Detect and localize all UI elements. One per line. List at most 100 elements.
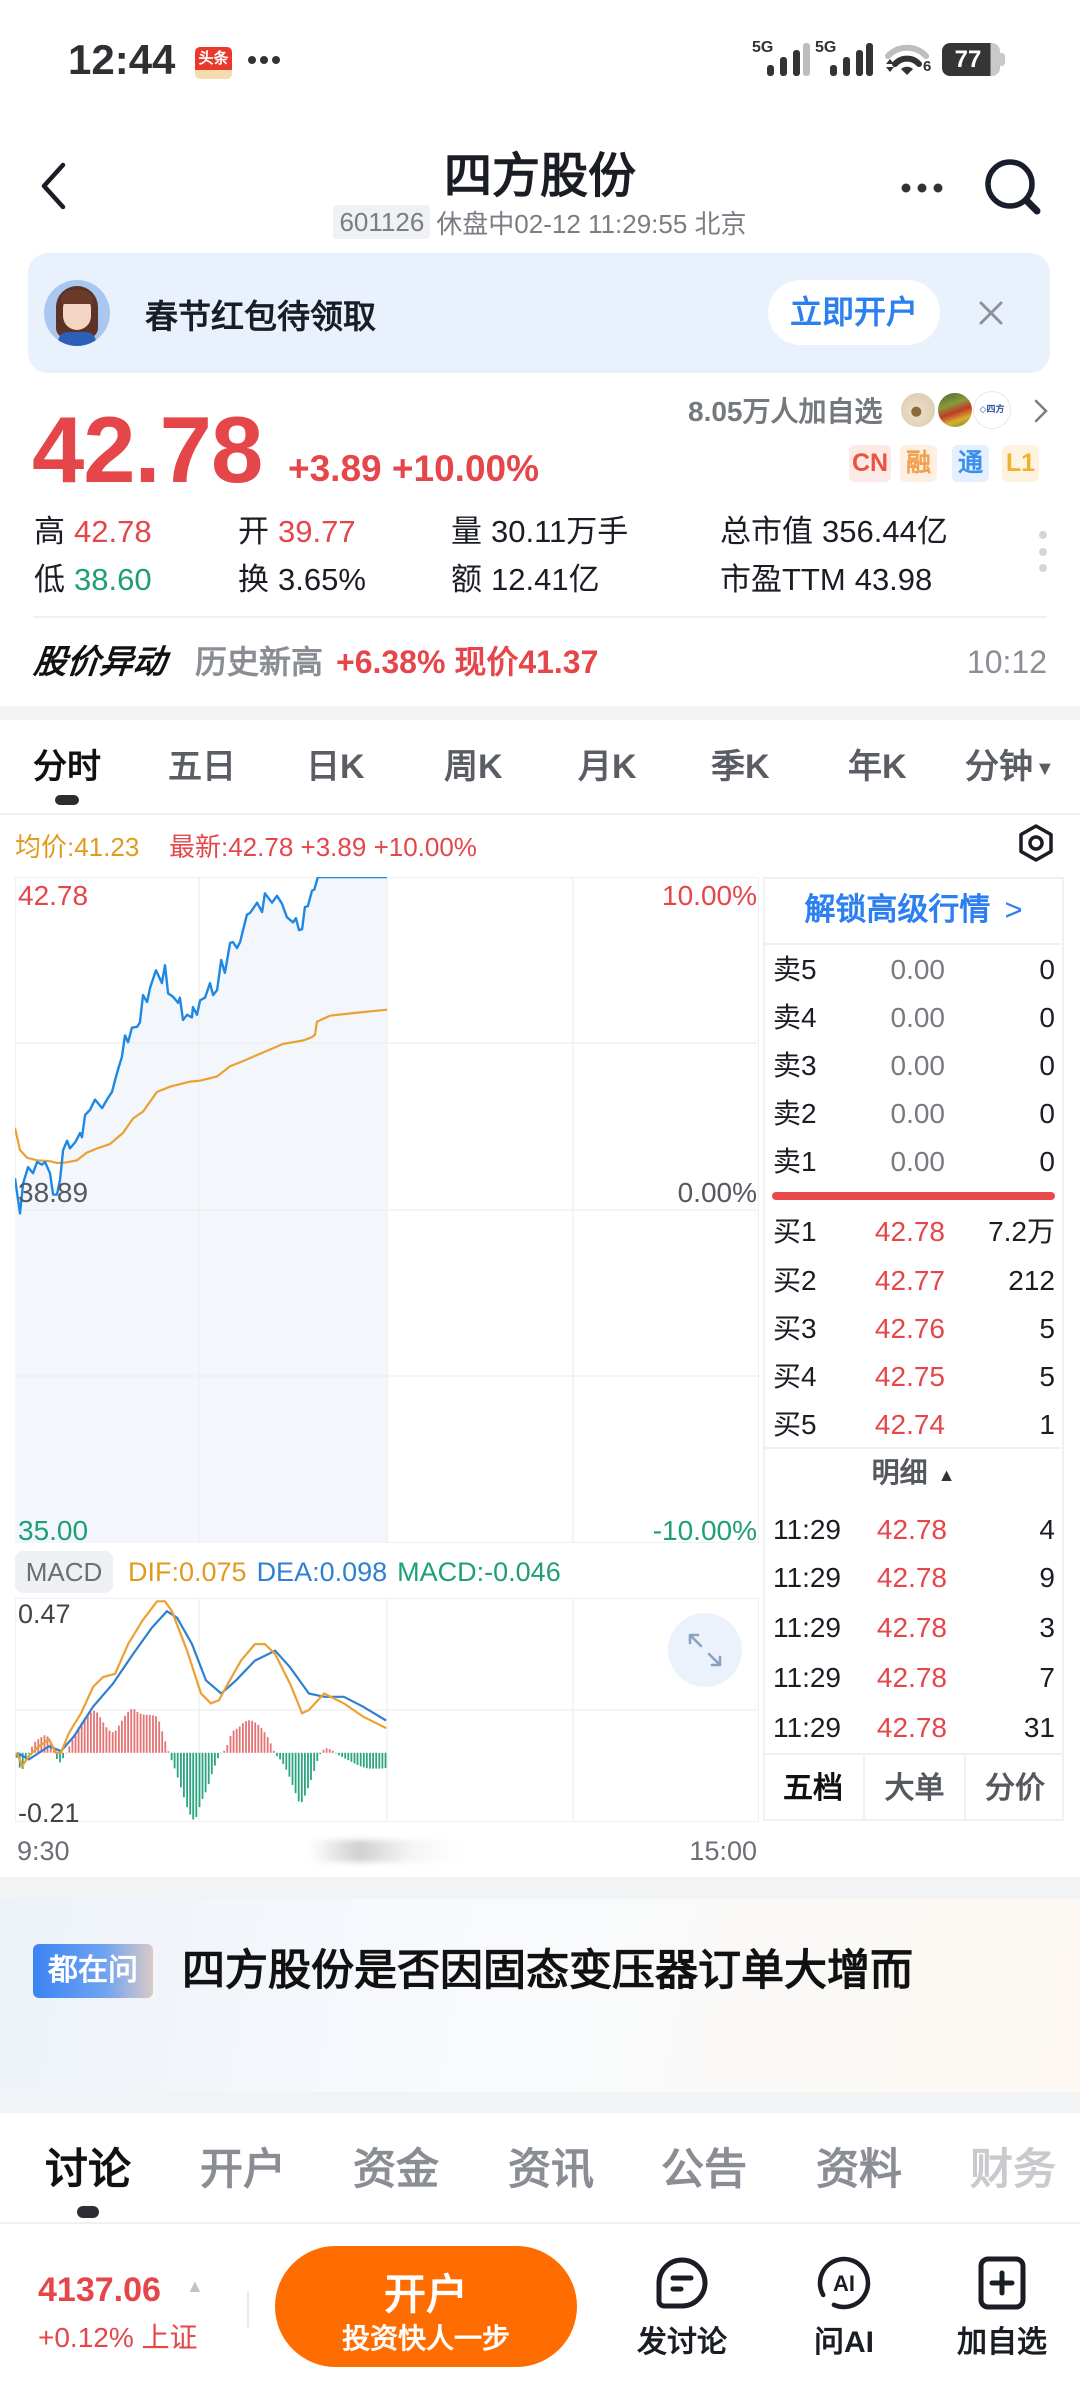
tab-profile[interactable]: 资料 <box>816 2146 902 2194</box>
ask-row: 卖5 0.00 0 <box>773 954 1055 985</box>
follower-avatar-2[interactable] <box>936 391 974 429</box>
section-gap <box>0 1877 1080 1899</box>
axis-label-high-pct: 10.00% <box>662 880 757 911</box>
stat-volume: 量 30.11万手 <box>451 514 629 549</box>
cta-title[interactable]: 开户 <box>383 2271 468 2318</box>
ask-row: 卖1 0.00 0 <box>773 1146 1055 1177</box>
macd-chart[interactable] <box>15 1598 759 1822</box>
divider <box>247 2292 249 2328</box>
search-icon[interactable] <box>982 156 1044 218</box>
macd-dea: DEA:0.098 <box>256 1557 388 1587</box>
stock-code[interactable]: 601126 <box>333 205 431 239</box>
price-alert-title: 股价异动 <box>32 643 168 680</box>
tab-minute-dropdown[interactable]: 分钟 ▼ <box>965 748 1055 786</box>
company-logo-avatar[interactable]: ◇四方 <box>973 391 1011 429</box>
tab-financials[interactable]: 财务 <box>970 2146 1056 2194</box>
unlock-advanced-quotes-link[interactable]: 解锁高级行情 > <box>804 892 1023 927</box>
tab-funds[interactable]: 资金 <box>353 2146 439 2194</box>
follower-avatar-1[interactable] <box>899 391 937 429</box>
divider <box>0 2222 1080 2224</box>
tab-yearly-k[interactable]: 年K <box>848 748 907 786</box>
open-account-cta-button[interactable] <box>275 2246 577 2367</box>
bid-row: 买4 42.75 5 <box>773 1361 1055 1392</box>
sim2-label: 5G <box>815 39 837 56</box>
back-chevron-icon[interactable] <box>36 160 70 212</box>
chevron-right-icon: > <box>1004 892 1023 927</box>
badge-connect[interactable]: 通 <box>952 445 989 482</box>
tab-quarterly-k[interactable]: 季K <box>711 748 770 786</box>
axis-label-high: 42.78 <box>18 880 89 911</box>
bid-row: 买1 42.78 7.2万 <box>773 1216 1055 1247</box>
active-tab-indicator <box>55 795 79 805</box>
macd-min-label: -0.21 <box>18 1798 80 1828</box>
price-alert-detail[interactable]: +6.38% 现价41.37 <box>336 644 599 680</box>
stat-market-cap: 总市值 356.44亿 <box>720 514 948 549</box>
open-account-button[interactable]: 立即开户 <box>768 280 940 345</box>
qa-title[interactable]: 四方股份是否因固态变压器订单大增而 <box>182 1947 913 1995</box>
stat-pe-ttm: 市盈TTM 43.98 <box>720 562 933 597</box>
post-discussion-button[interactable]: 发讨论 <box>622 2250 742 2370</box>
tab-intraday[interactable]: 分时 <box>33 748 101 786</box>
qa-card[interactable] <box>0 1899 1080 2092</box>
market-status: 休盘中02-12 11:29:55 北京 <box>436 208 747 239</box>
macd-indicator-selector[interactable]: MACD <box>15 1551 113 1593</box>
tab-large-orders[interactable]: 大单 <box>863 1753 964 1821</box>
bid-ask-ratio-bar <box>772 1192 1055 1200</box>
intraday-chart[interactable] <box>15 877 759 1543</box>
chart-settings-icon[interactable] <box>1016 823 1056 863</box>
stat-low: 低 38.60 <box>34 562 152 597</box>
comment-icon <box>656 2257 708 2309</box>
macd-value: MACD:-0.046 <box>397 1557 561 1587</box>
badge-cn[interactable]: CN <box>849 445 892 482</box>
stat-open: 开 39.77 <box>238 514 356 549</box>
stat-turnover: 换 3.65% <box>238 562 366 597</box>
stock-title: 四方股份 <box>443 150 636 203</box>
tab-weekly-k[interactable]: 周K <box>444 748 503 786</box>
divider <box>0 813 1080 815</box>
bid-row: 买5 42.74 1 <box>773 1409 1055 1440</box>
badge-l1[interactable]: L1 <box>1002 445 1039 482</box>
tab-price-distribution[interactable]: 分价 <box>964 1753 1064 1821</box>
wifi-icon: 6 <box>882 42 934 78</box>
axis-label-prev-close: 38.89 <box>18 1177 89 1208</box>
stock-subtitle: 601126 休盘中02-12 11:29:55 北京 <box>0 205 1080 239</box>
more-icon[interactable] <box>900 182 944 194</box>
macd-max-label: 0.47 <box>18 1599 71 1629</box>
trade-tick-row: 11:29 42.78 3 <box>773 1612 1055 1643</box>
order-book-panel <box>763 877 1064 1821</box>
index-change[interactable]: +0.12% 上证 <box>38 2322 198 2353</box>
tab-open-account[interactable]: 开户 <box>200 2146 286 2194</box>
tab-discussion[interactable]: 讨论 <box>45 2146 131 2194</box>
qa-badge: 都在问 <box>33 1944 153 1998</box>
trade-tick-row: 11:29 42.78 4 <box>773 1514 1055 1545</box>
close-icon[interactable] <box>978 300 1004 326</box>
tab-announcements[interactable]: 公告 <box>661 2146 747 2194</box>
cta-subtitle[interactable]: 投资快人一步 <box>341 2323 510 2354</box>
tab-monthly-k[interactable]: 月K <box>578 748 637 786</box>
add-watchlist-button[interactable]: 加自选 <box>942 2250 1062 2370</box>
ask-ai-button[interactable]: AI 问AI <box>784 2250 904 2370</box>
current-price: 42.78 <box>32 397 263 502</box>
index-value[interactable]: 4137.06 <box>38 2271 161 2309</box>
chevron-right-icon[interactable] <box>1033 398 1049 424</box>
price-alert-tag[interactable]: 历史新高 <box>195 644 324 680</box>
tab-news[interactable]: 资讯 <box>508 2146 594 2194</box>
price-change: +3.89 +10.00% <box>288 447 539 491</box>
expand-chart-button[interactable] <box>668 1613 742 1687</box>
tab-daily-k[interactable]: 日K <box>306 748 365 786</box>
badge-margin[interactable]: 融 <box>900 445 937 482</box>
tab-five-levels[interactable]: 五档 <box>763 1753 863 1821</box>
stat-amount: 额 12.41亿 <box>451 562 600 597</box>
avg-price: 均价:41.23 <box>15 832 140 862</box>
assistant-avatar <box>44 280 110 346</box>
ask-row: 卖4 0.00 0 <box>773 1002 1055 1033</box>
triangle-up-icon: ▲ <box>937 1464 956 1485</box>
change-percent: +10.00% <box>391 448 540 489</box>
battery-nub <box>1000 53 1005 66</box>
tab-five-day[interactable]: 五日 <box>168 748 236 786</box>
divider <box>765 943 1062 945</box>
followers-count[interactable]: 8.05万人加自选 <box>688 396 883 427</box>
time-axis-start: 9:30 <box>17 1836 70 1866</box>
bid-row: 买3 42.76 5 <box>773 1313 1055 1344</box>
trade-details-toggle[interactable]: 明细 ▲ <box>871 1457 956 1488</box>
